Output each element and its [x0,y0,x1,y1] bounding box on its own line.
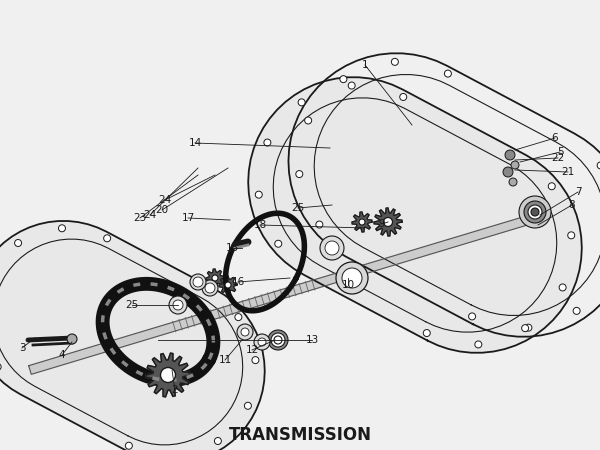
Circle shape [296,171,303,178]
Circle shape [359,219,365,225]
Text: 13: 13 [305,335,319,345]
Circle shape [568,232,575,239]
Text: 6: 6 [551,133,559,143]
Circle shape [521,324,529,332]
Circle shape [400,94,407,100]
Circle shape [348,82,355,89]
Circle shape [235,314,242,320]
Circle shape [214,437,221,445]
Polygon shape [206,269,224,287]
Circle shape [342,268,362,288]
Text: 17: 17 [181,213,194,223]
Text: 25: 25 [292,203,305,213]
Text: TRANSMISSION: TRANSMISSION [229,426,371,444]
Text: 1: 1 [362,60,368,70]
Circle shape [336,262,368,294]
Circle shape [237,324,253,340]
Circle shape [225,282,231,288]
Polygon shape [352,212,372,232]
Text: 24: 24 [158,195,172,205]
Circle shape [252,356,259,364]
Circle shape [391,58,398,65]
Circle shape [383,217,392,226]
Circle shape [597,162,600,169]
Circle shape [254,334,270,350]
Circle shape [169,296,187,314]
Circle shape [340,76,347,83]
Circle shape [524,201,546,223]
Polygon shape [146,353,190,397]
Text: 8: 8 [569,200,575,210]
Text: 20: 20 [155,205,169,215]
Circle shape [104,235,110,242]
Text: 2: 2 [172,385,178,395]
Text: 3: 3 [19,343,25,353]
Circle shape [67,334,77,344]
Text: 11: 11 [218,355,232,365]
Text: 22: 22 [551,153,565,163]
Circle shape [58,225,65,232]
Polygon shape [219,276,237,294]
Circle shape [559,284,566,291]
Polygon shape [0,221,265,450]
Circle shape [503,167,513,177]
Circle shape [14,239,22,247]
Circle shape [202,280,218,296]
Circle shape [212,275,218,281]
Text: 5: 5 [557,147,563,157]
Circle shape [445,70,451,77]
Circle shape [268,330,288,350]
Text: 23: 23 [133,213,146,223]
Circle shape [193,277,203,287]
Circle shape [519,196,551,228]
Text: 18: 18 [253,220,266,230]
Circle shape [531,208,539,216]
Circle shape [305,117,311,124]
Circle shape [505,150,515,160]
Text: 10: 10 [341,280,355,290]
Circle shape [475,341,482,348]
Circle shape [255,191,262,198]
Text: 16: 16 [232,277,245,287]
Circle shape [244,402,251,409]
Circle shape [573,307,580,315]
Polygon shape [248,77,582,353]
Circle shape [241,328,249,336]
Text: 4: 4 [59,350,65,360]
Circle shape [525,324,532,331]
Circle shape [511,161,519,169]
Circle shape [0,364,1,370]
Circle shape [125,442,133,449]
Circle shape [298,99,305,106]
Circle shape [528,205,542,219]
Polygon shape [374,208,402,236]
Circle shape [423,329,430,337]
Circle shape [271,333,285,347]
Circle shape [469,313,476,320]
Circle shape [316,221,323,228]
Text: 15: 15 [226,243,239,253]
Text: 9: 9 [379,219,385,229]
Circle shape [275,240,282,247]
Polygon shape [29,211,546,374]
Text: 25: 25 [125,300,139,310]
Circle shape [548,183,555,190]
Circle shape [264,139,271,146]
Circle shape [509,178,517,186]
Circle shape [258,338,266,346]
Circle shape [325,241,339,255]
Text: 12: 12 [245,345,259,355]
Circle shape [161,368,176,382]
Text: 24: 24 [143,210,157,220]
Circle shape [205,283,215,293]
Circle shape [173,300,183,310]
Text: 14: 14 [188,138,202,148]
Text: 7: 7 [575,187,581,197]
Circle shape [190,274,206,290]
Circle shape [320,236,344,260]
Circle shape [274,336,282,344]
Text: 21: 21 [562,167,575,177]
